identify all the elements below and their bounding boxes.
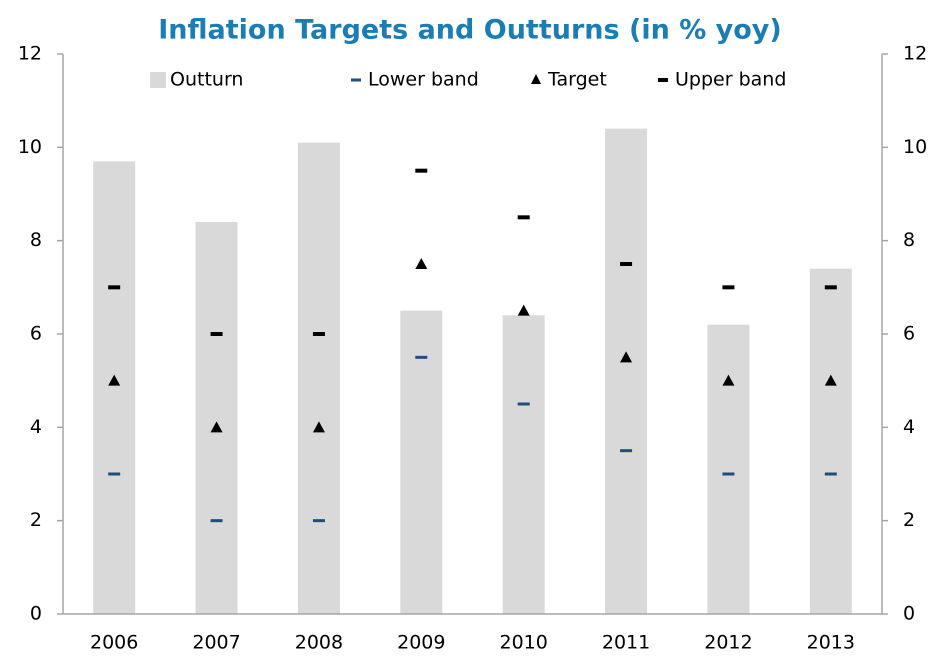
upper-band-marker	[312, 332, 325, 336]
bar	[297, 142, 340, 614]
legend-label: Upper band	[675, 69, 786, 91]
x-tick-label: 2008	[295, 632, 343, 654]
y2-tick-label: 2	[903, 509, 915, 531]
x-tick-label: 2009	[397, 632, 445, 654]
target-marker	[517, 304, 530, 316]
x-tick-label: 2007	[192, 632, 240, 654]
y-tick-label: 12	[18, 43, 42, 65]
upper-band-marker	[620, 262, 633, 266]
lower-band-marker	[415, 355, 428, 359]
lower-band-marker	[620, 449, 633, 453]
target-marker	[620, 351, 633, 363]
lower-band-marker	[722, 472, 735, 476]
legend-swatch	[531, 74, 541, 84]
bar	[502, 315, 545, 614]
target-marker	[210, 421, 223, 433]
y-tick-label: 2	[30, 509, 42, 531]
y-tick-label: 10	[18, 136, 42, 158]
y2-tick-label: 0	[903, 603, 915, 625]
lower-band-marker	[108, 472, 121, 476]
legend-swatch	[658, 78, 668, 82]
legend-swatch	[351, 78, 361, 82]
x-tick-label: 2010	[500, 632, 548, 654]
target-marker	[824, 374, 837, 386]
upper-band-marker	[210, 332, 223, 336]
lower-band-marker	[517, 402, 530, 406]
upper-band-marker	[824, 285, 837, 290]
legend-swatch	[150, 72, 166, 88]
bar	[605, 128, 648, 614]
y2-tick-label: 6	[903, 323, 915, 345]
y2-tick-label: 12	[903, 43, 927, 65]
target-marker	[312, 421, 325, 433]
bar	[93, 161, 136, 615]
y2-tick-label: 4	[903, 416, 915, 438]
chart-title: Inflation Targets and Outturns (in % yoy…	[158, 15, 781, 46]
upper-band-marker	[722, 285, 735, 290]
lower-band-marker	[312, 519, 325, 523]
y-tick-label: 6	[30, 323, 42, 345]
x-tick-label: 2006	[90, 632, 138, 654]
y2-tick-label: 8	[903, 229, 915, 251]
bar	[809, 268, 852, 614]
target-marker	[108, 374, 121, 386]
y-tick-label: 8	[30, 229, 42, 251]
x-tick-label: 2012	[704, 632, 752, 654]
legend-label: Target	[547, 69, 607, 91]
legend-label: Lower band	[368, 69, 479, 91]
x-tick-label: 2011	[602, 632, 650, 654]
upper-band-marker	[415, 168, 428, 173]
y-tick-label: 0	[30, 603, 42, 625]
bar	[400, 310, 443, 614]
bar	[195, 222, 238, 614]
upper-band-marker	[108, 285, 121, 290]
upper-band-marker	[517, 215, 530, 220]
lower-band-marker	[210, 519, 223, 523]
bar	[707, 324, 750, 614]
y-tick-label: 4	[30, 416, 42, 438]
x-tick-label: 2013	[807, 632, 855, 654]
y2-tick-label: 10	[903, 136, 927, 158]
lower-band-marker	[824, 472, 837, 476]
legend-label: Outturn	[170, 69, 243, 91]
target-marker	[415, 258, 428, 269]
target-marker	[722, 374, 735, 386]
